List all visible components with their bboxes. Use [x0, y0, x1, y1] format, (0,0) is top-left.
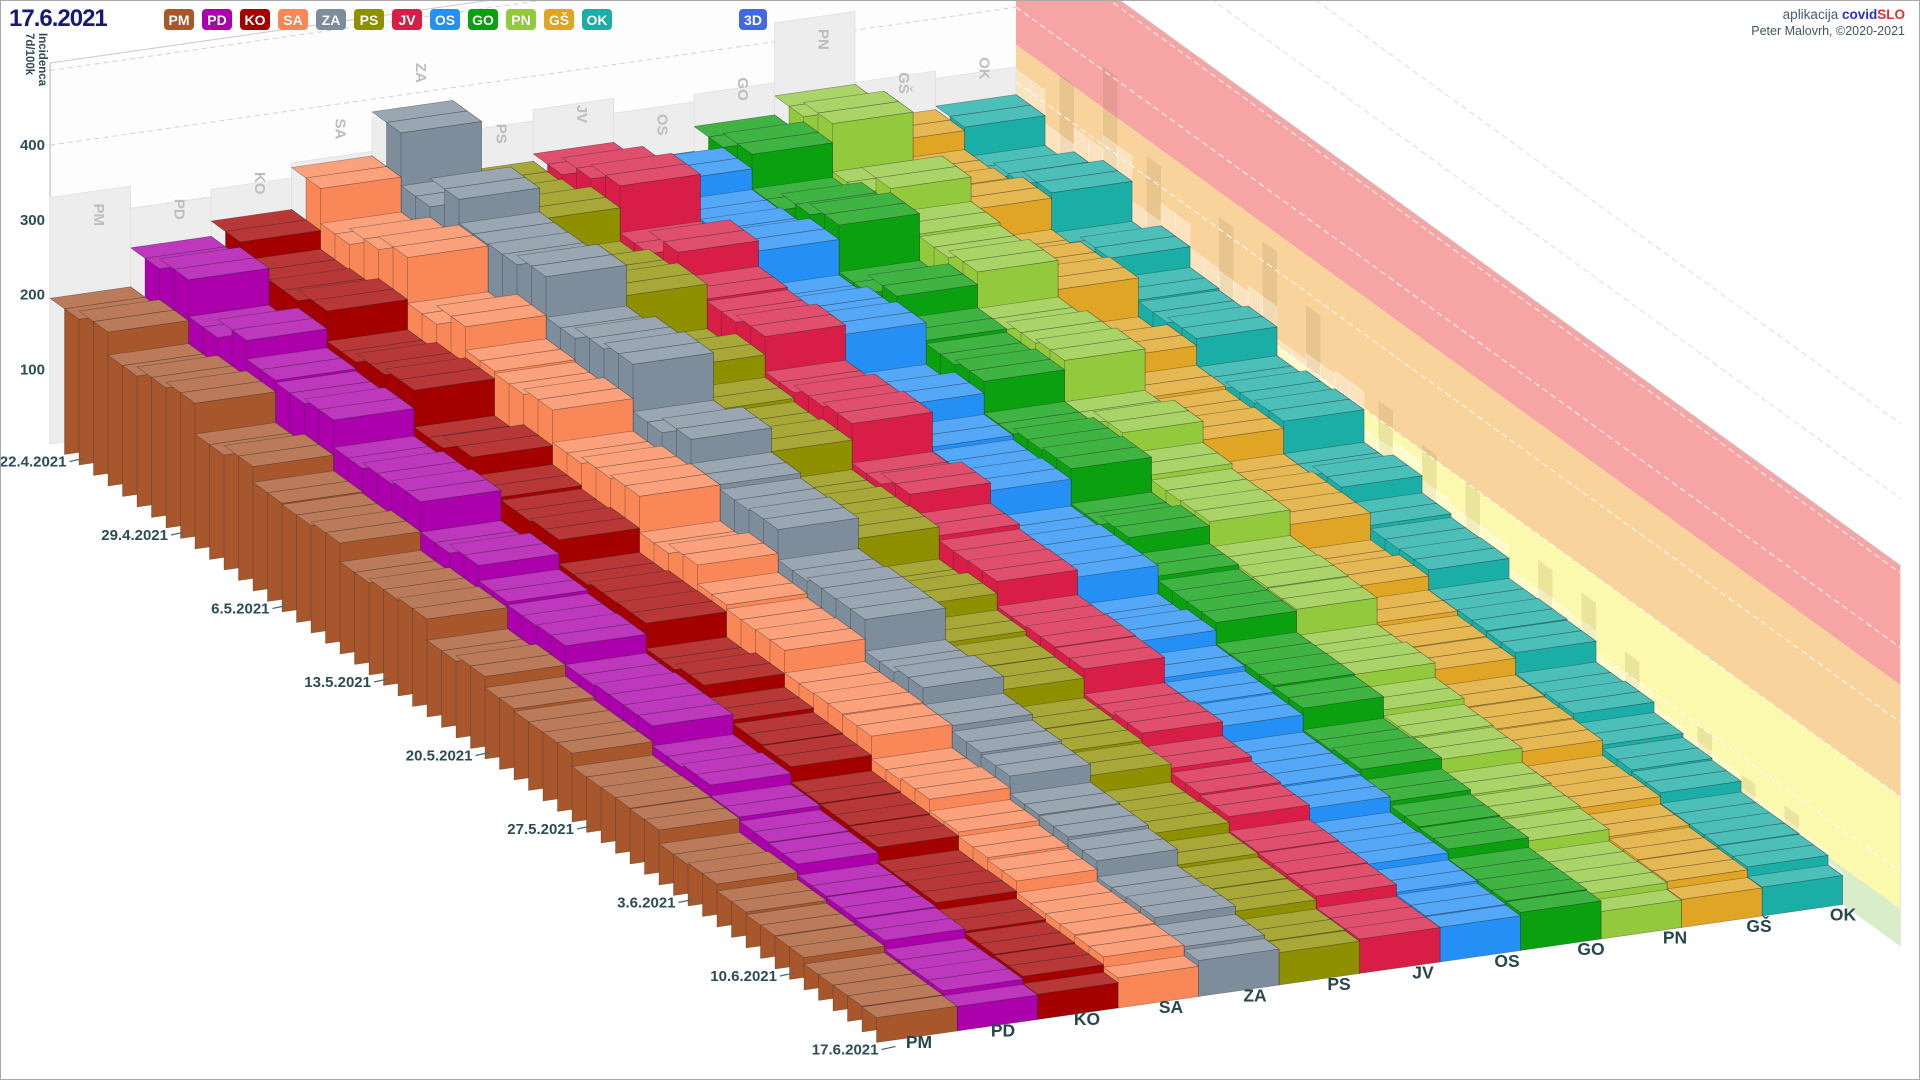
legend-button-OK[interactable]: OK — [582, 9, 612, 30]
svg-text:OS: OS — [1494, 951, 1519, 971]
legend-button-PS[interactable]: PS — [354, 9, 384, 30]
svg-text:PN: PN — [815, 29, 832, 50]
svg-text:27.5.2021: 27.5.2021 — [507, 821, 574, 838]
brand-slo: SLO — [1877, 7, 1905, 22]
date-axis: 22.4.2021 29.4.2021 6.5.2021 13.5.2021 20.5.… — [1, 454, 896, 1059]
ribbon-PM: PM — [49, 185, 958, 1043]
svg-text:3.6.2021: 3.6.2021 — [617, 895, 675, 912]
svg-text:22.4.2021: 22.4.2021 — [1, 454, 67, 471]
legend-button-SA[interactable]: SA — [278, 9, 308, 30]
svg-text:GO: GO — [734, 77, 751, 101]
app-credits: aplikacija covidSLO Peter Malovrh, ©2020… — [1751, 6, 1905, 40]
legend-button-PM[interactable]: PM — [164, 9, 194, 30]
mode-3d-button[interactable]: 3D — [739, 9, 767, 30]
legend-button-GO[interactable]: GO — [468, 9, 498, 30]
svg-text:KO: KO — [1074, 1009, 1100, 1029]
svg-text:OK: OK — [1830, 904, 1857, 924]
svg-text:PS: PS — [493, 124, 510, 144]
legend-button-KO[interactable]: KO — [240, 9, 270, 30]
y-axis: 100 200 300 400 7d/100k Incidenca — [20, 33, 48, 378]
svg-text:ZA: ZA — [1243, 986, 1267, 1006]
svg-text:PD: PD — [171, 199, 188, 220]
region-axis: PM PD KO SA ZA PS JV OS GO PN GŠ OK — [906, 904, 1857, 1052]
current-date-label: 17.6.2021 — [9, 5, 108, 32]
legend-button-PN[interactable]: PN — [506, 9, 536, 30]
svg-text:JV: JV — [573, 105, 590, 123]
app-title: aplikacija covidSLO — [1782, 7, 1905, 22]
brand-covid: covid — [1841, 7, 1878, 22]
svg-text:PS: PS — [1327, 974, 1350, 994]
svg-text:Incidenca: Incidenca — [36, 33, 48, 87]
svg-text:OS: OS — [654, 114, 671, 136]
region-legend: PM PD KO SA ZA PS JV OS GO PN GŠ OK — [164, 9, 612, 30]
svg-text:100: 100 — [20, 361, 45, 378]
svg-text:GO: GO — [1577, 939, 1604, 959]
svg-text:PM: PM — [90, 203, 107, 226]
svg-text:PM: PM — [906, 1032, 932, 1052]
author-line: Peter Malovrh, ©2020-2021 — [1751, 24, 1905, 38]
svg-text:7d/100k: 7d/100k — [23, 33, 35, 76]
legend-button-GŠ[interactable]: GŠ — [544, 9, 574, 30]
svg-text:29.4.2021: 29.4.2021 — [101, 527, 168, 544]
svg-text:300: 300 — [20, 212, 45, 229]
svg-text:SA: SA — [1159, 997, 1184, 1017]
svg-text:PN: PN — [1663, 928, 1687, 948]
svg-text:GŠ: GŠ — [895, 72, 913, 94]
svg-text:17.6.2021: 17.6.2021 — [812, 1042, 879, 1059]
legend-button-JV[interactable]: JV — [392, 9, 422, 30]
svg-text:200: 200 — [20, 287, 45, 304]
svg-text:400: 400 — [20, 137, 45, 154]
svg-text:ZA: ZA — [412, 63, 429, 83]
svg-text:GŠ: GŠ — [1746, 915, 1771, 936]
svg-text:20.5.2021: 20.5.2021 — [406, 748, 473, 765]
svg-text:OK: OK — [976, 57, 993, 80]
svg-text:SA: SA — [332, 118, 349, 139]
svg-text:JV: JV — [1412, 962, 1434, 982]
svg-text:KO: KO — [251, 172, 268, 195]
legend-button-OS[interactable]: OS — [430, 9, 460, 30]
legend-button-ZA[interactable]: ZA — [316, 9, 346, 30]
svg-text:13.5.2021: 13.5.2021 — [304, 674, 371, 691]
svg-text:6.5.2021: 6.5.2021 — [211, 601, 269, 618]
svg-text:PD: PD — [991, 1020, 1015, 1040]
svg-text:10.6.2021: 10.6.2021 — [710, 968, 777, 985]
legend-button-PD[interactable]: PD — [202, 9, 232, 30]
